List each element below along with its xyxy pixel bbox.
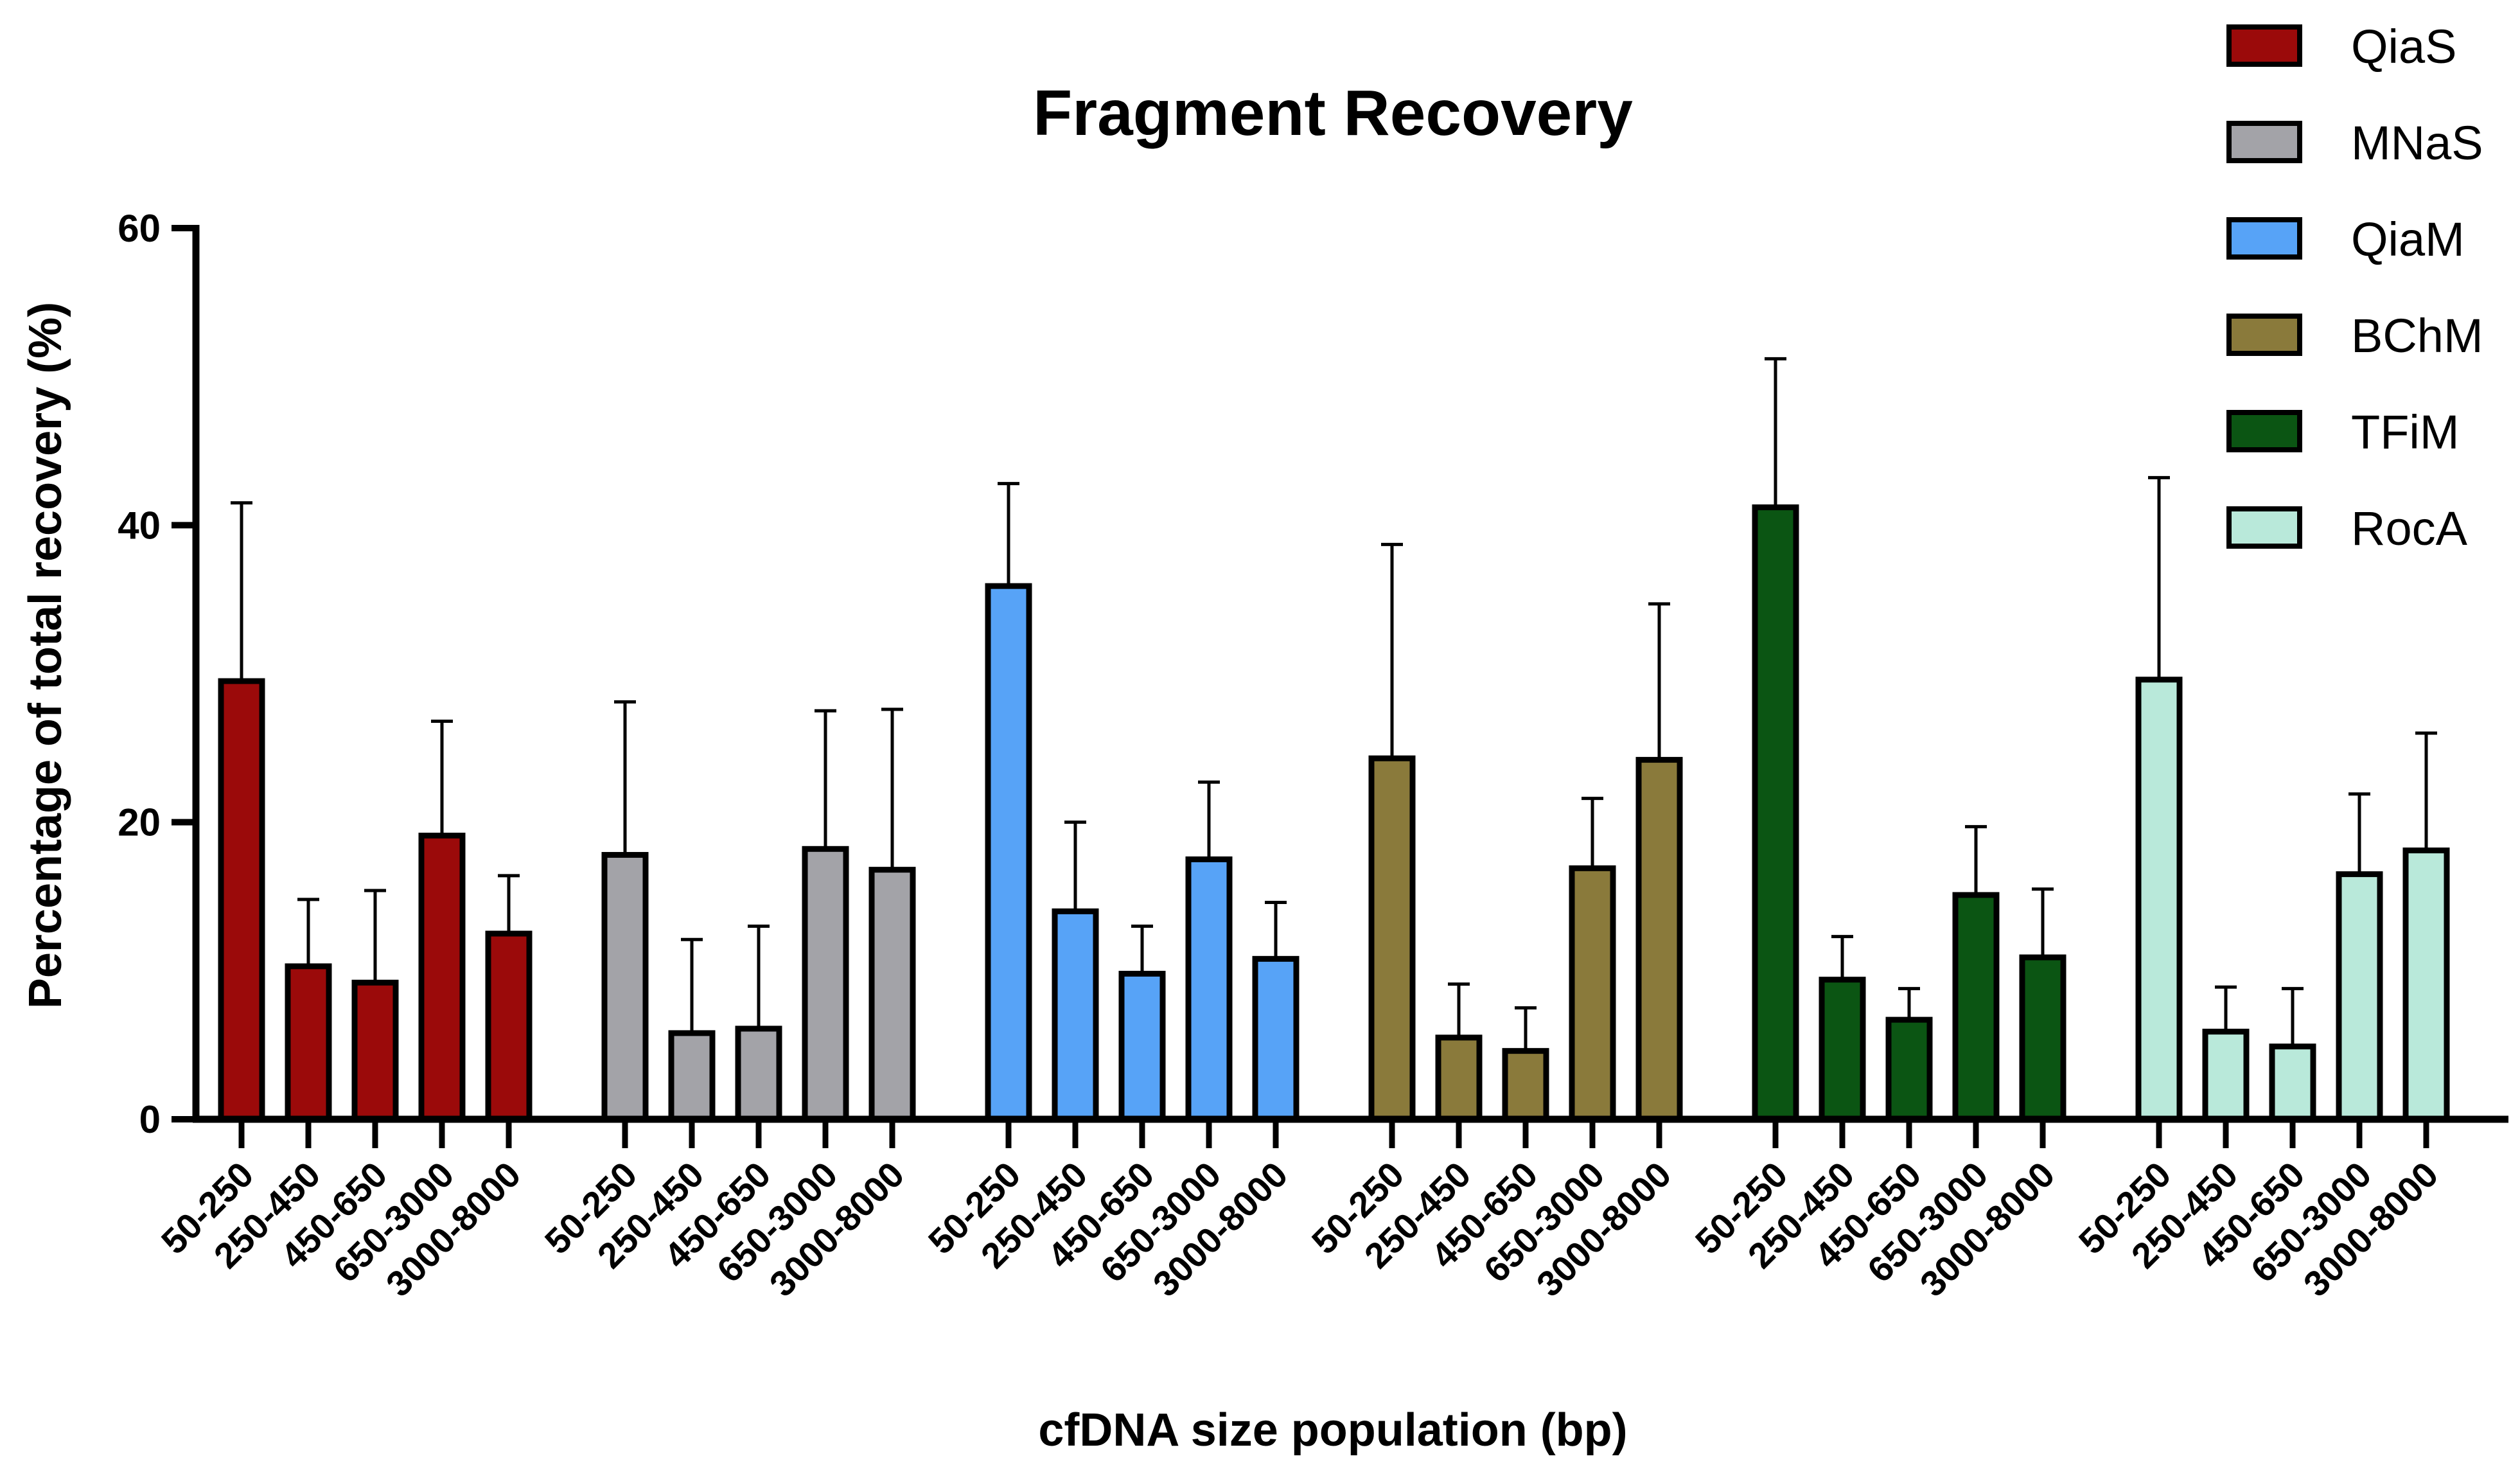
bar xyxy=(351,979,399,1122)
bar xyxy=(1819,977,1866,1122)
bar xyxy=(2202,1029,2250,1122)
bar xyxy=(868,867,916,1122)
legend-swatch xyxy=(2226,506,2302,549)
bar xyxy=(1569,865,1616,1122)
bar xyxy=(1185,856,1233,1122)
bar xyxy=(1502,1048,1549,1122)
legend-label: BChM xyxy=(2351,309,2483,362)
chart-title: Fragment Recovery xyxy=(1033,77,1633,149)
bar xyxy=(485,930,533,1122)
bar xyxy=(1118,970,1166,1122)
legend-label: TFiM xyxy=(2351,405,2460,459)
bar xyxy=(1752,504,1799,1122)
legend-label: MNaS xyxy=(2351,116,2483,170)
bar xyxy=(1885,1016,1933,1122)
bar xyxy=(218,678,265,1122)
bar xyxy=(418,832,466,1122)
legend: QiaS MNaS QiaM BChM TFiM RocA xyxy=(2226,20,2483,555)
legend-swatch xyxy=(2226,410,2302,452)
x-axis-label: cfDNA size population (bp) xyxy=(1038,1405,1627,1456)
bar xyxy=(1635,757,1683,1122)
bar xyxy=(735,1025,782,1122)
bar xyxy=(1435,1034,1483,1122)
y-tick-label: 20 xyxy=(118,801,161,844)
bar xyxy=(1368,755,1416,1122)
y-tick-label: 60 xyxy=(118,207,161,250)
bar xyxy=(1952,892,2000,1122)
legend-label: QiaM xyxy=(2351,213,2465,266)
legend-label: RocA xyxy=(2351,502,2468,555)
legend-swatch xyxy=(2226,217,2302,260)
y-tick-label: 40 xyxy=(118,504,161,547)
bar xyxy=(2019,954,2066,1122)
bar xyxy=(1252,955,1300,1122)
legend-label: QiaS xyxy=(2351,20,2457,73)
bar xyxy=(2336,871,2383,1122)
bar xyxy=(668,1030,716,1122)
y-axis-label: Percentage of total recovery (%) xyxy=(20,302,71,1009)
bar xyxy=(2135,677,2183,1122)
bar xyxy=(2269,1043,2316,1122)
legend-swatch xyxy=(2226,24,2302,67)
legend-swatch xyxy=(2226,121,2302,163)
bar xyxy=(985,583,1032,1122)
plot-area: 020406050-250250-450450-650650-30003000-… xyxy=(118,207,2508,1304)
bar xyxy=(2402,847,2450,1122)
bar xyxy=(601,852,649,1122)
bar xyxy=(285,963,332,1122)
bar xyxy=(1052,908,1099,1122)
y-tick-label: 0 xyxy=(139,1098,161,1141)
bar xyxy=(802,846,849,1122)
legend-swatch xyxy=(2226,314,2302,356)
